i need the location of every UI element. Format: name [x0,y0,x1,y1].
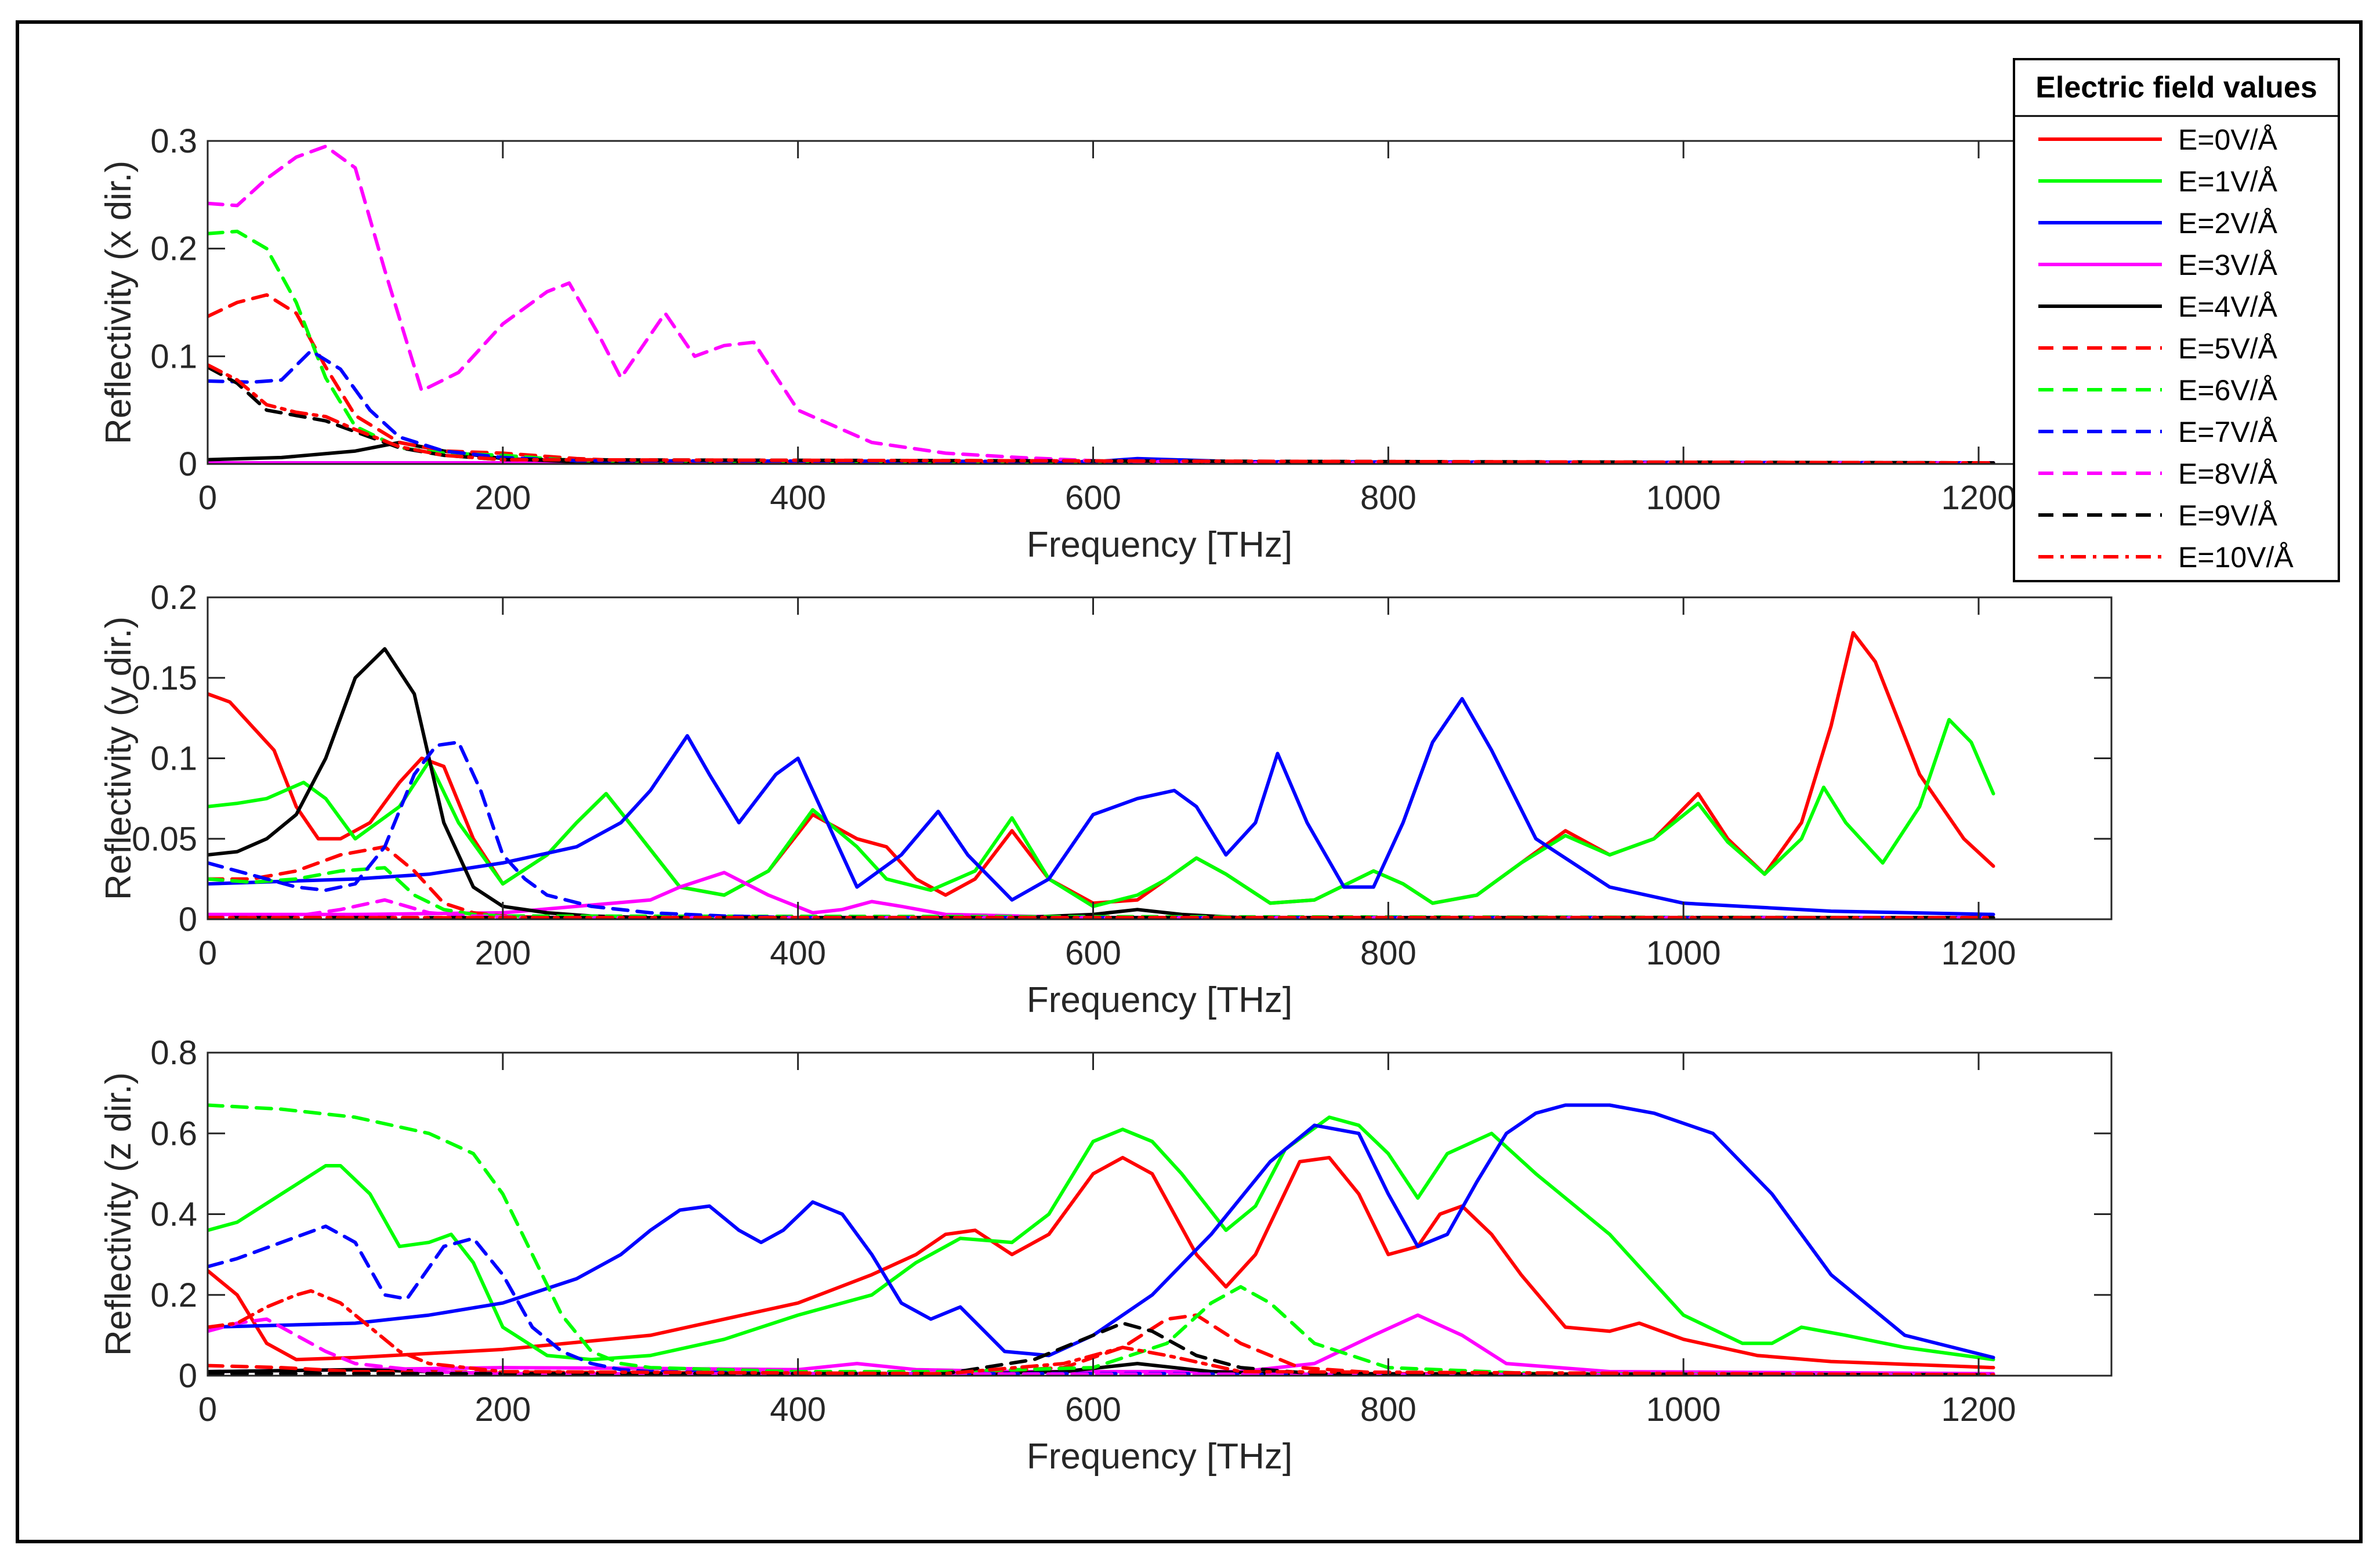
legend-label-1: E=1V/Å [2178,165,2278,198]
x-tick-label-x-0: 0 [198,479,217,517]
y-tick-label-x-1: 0.1 [150,338,197,375]
legend-label-2: E=2V/Å [2178,207,2278,240]
y-axis-label-x: Reflectivity (x dir.) [99,161,139,444]
y-axis-label-y: Reflectivity (y dir.) [99,617,139,900]
chart-z: 0 200 400 600 800 1000 1200 0 0.2 0.4 0.6 0.8 Freque… [99,1034,2113,1477]
series-group-x [208,144,1995,464]
x-tick-label-y-2: 400 [770,934,826,972]
x-axis-label-x: Frequency [THz] [1027,525,1292,565]
y-tick-label-x-0: 0 [179,445,197,483]
legend-title: Electric field values [2035,71,2317,104]
series-line-z-1 [208,1115,1995,1362]
legend-label-8: E=8V/Å [2178,458,2278,490]
x-tick-label-x-6: 1200 [1941,479,2016,517]
legend-label-4: E=4V/Å [2178,291,2278,323]
figure-border [16,20,2363,1543]
y-tick-label-y-4: 0.2 [150,579,197,617]
x-axis-label-y: Frequency [THz] [1027,980,1292,1020]
series-line-y-1 [208,717,1995,908]
y-tick-label-z-0: 0 [179,1357,197,1395]
x-tick-label-x-1: 200 [474,479,531,517]
plot-area-x [208,141,2111,464]
y-tick-label-y-0: 0 [179,901,197,938]
plot-area-z [208,1053,2111,1376]
y-tick-label-y-1: 0.05 [132,820,197,858]
y-tick-label-z-3: 0.6 [150,1115,197,1152]
legend-label-9: E=9V/Å [2178,499,2278,532]
series-line-x-5 [208,293,1995,464]
series-line-z-7 [208,1224,1995,1376]
x-tick-label-z-3: 600 [1065,1391,1121,1428]
x-tick-label-z-2: 400 [770,1391,826,1428]
series-group-y [208,631,1995,919]
y-tick-label-y-2: 0.1 [150,740,197,778]
series-line-y-0 [208,631,1995,905]
plot-area-y [208,597,2111,919]
legend-label-10: E=10V/Å [2178,541,2294,574]
x-tick-label-y-3: 600 [1065,934,1121,972]
y-tick-label-x-3: 0.3 [150,122,197,160]
y-tick-label-z-4: 0.8 [150,1034,197,1072]
x-tick-label-y-4: 800 [1360,934,1417,972]
x-tick-label-z-6: 1200 [1941,1391,2016,1428]
x-tick-label-x-2: 400 [770,479,826,517]
series-line-z-2 [208,1103,1995,1359]
series-line-z-5 [208,1313,1995,1376]
legend-label-6: E=6V/Å [2178,374,2278,407]
legend-label-0: E=0V/Å [2178,124,2278,156]
y-tick-label-z-2: 0.4 [150,1196,197,1234]
chart-x: 0 200 400 600 800 1000 1200 0 0.1 0.2 0.3 Frequency… [99,122,2113,565]
series-line-y-7 [208,740,1995,919]
y-tick-label-z-1: 0.2 [150,1276,197,1314]
y-tick-label-y-3: 0.15 [132,659,197,697]
series-line-z-0 [208,1156,1995,1370]
x-tick-label-z-0: 0 [198,1391,217,1428]
series-line-z-6 [208,1103,1995,1376]
legend-label-7: E=7V/Å [2178,416,2278,448]
series-group-z [208,1103,1995,1376]
series-line-z-10 [208,1289,1995,1376]
series-line-z-9 [208,1321,1995,1376]
legend: Electric field values E=0V/Å E=1V/Å E=2V/Å E… [2013,58,2340,582]
x-tick-label-y-5: 1000 [1646,934,1721,972]
x-tick-label-z-5: 1000 [1646,1391,1721,1428]
legend-box [2013,58,2340,582]
series-line-x-8 [208,144,1995,464]
series-line-x-9 [208,365,1995,464]
series-line-y-4 [208,647,1995,919]
legend-label-3: E=3V/Å [2178,249,2278,281]
chart-y: 0 200 400 600 800 1000 1200 0 0.05 0.1 0.15 0.2 Freq… [99,579,2113,1020]
x-tick-label-z-4: 800 [1360,1391,1417,1428]
x-tick-label-z-1: 200 [474,1391,531,1428]
x-tick-label-y-1: 200 [474,934,531,972]
x-tick-label-y-0: 0 [198,934,217,972]
x-tick-label-x-4: 800 [1360,479,1417,517]
x-tick-label-x-5: 1000 [1646,479,1721,517]
x-tick-label-y-6: 1200 [1941,934,2016,972]
x-tick-label-x-3: 600 [1065,479,1121,517]
charts: 0 200 400 600 800 1000 1200 0 0.1 0.2 0.3 Frequency… [99,122,2113,1477]
y-tick-label-x-2: 0.2 [150,230,197,268]
series-line-x-10 [208,363,1995,464]
series-line-y-8 [208,898,1995,919]
x-axis-label-z: Frequency [THz] [1027,1437,1292,1477]
series-line-y-2 [208,697,1995,916]
y-axis-label-z: Reflectivity (z dir.) [99,1072,139,1356]
legend-label-5: E=5V/Å [2178,332,2278,365]
